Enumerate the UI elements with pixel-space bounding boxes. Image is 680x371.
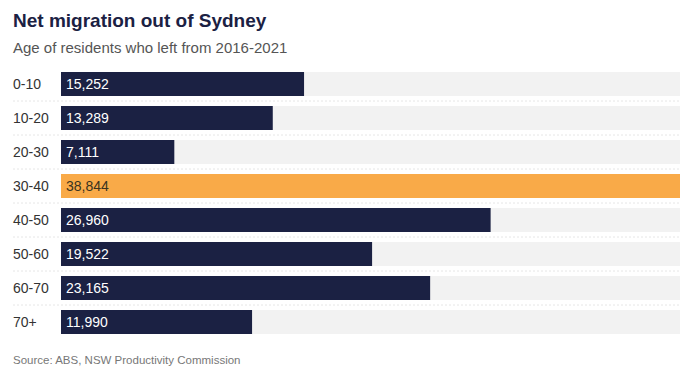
range-track (61, 106, 680, 130)
category-label: 20-30 (13, 144, 49, 160)
range-track (61, 310, 680, 334)
category-label: 10-20 (13, 110, 49, 126)
row-separator (13, 101, 680, 102)
bar (61, 276, 430, 300)
range-track (61, 276, 680, 300)
data-label: 38,844 (66, 178, 109, 194)
bars (61, 72, 680, 334)
chart-svg: Net migration out of Sydney Age of reside… (0, 0, 680, 371)
data-label: 13,289 (66, 110, 109, 126)
category-label: 50-60 (13, 246, 49, 262)
title: Net migration out of Sydney (13, 10, 267, 31)
bar (61, 72, 304, 96)
row-separator (13, 169, 680, 170)
category-label: 30-40 (13, 178, 49, 194)
data-label: 19,522 (66, 246, 109, 262)
range-track (61, 72, 680, 96)
category-label: 0-10 (13, 76, 41, 92)
data-label: 15,252 (66, 76, 109, 92)
bar (61, 242, 372, 266)
source-note: Source: ABS, NSW Productivity Commission (13, 354, 241, 366)
bar (61, 310, 252, 334)
data-label: 11,990 (66, 314, 108, 330)
data-label: 23,165 (66, 280, 109, 296)
bar (61, 208, 491, 232)
range-track (61, 140, 680, 164)
row-separator (13, 203, 680, 204)
row-separator (13, 237, 680, 238)
row-separator (13, 305, 680, 306)
category-label: 70+ (13, 314, 37, 330)
category-label: 60-70 (13, 280, 49, 296)
bar (61, 106, 273, 130)
row-separator (13, 135, 680, 136)
category-label: 40-50 (13, 212, 49, 228)
row-separator (13, 271, 680, 272)
chart-container: Net migration out of Sydney Age of reside… (0, 0, 680, 371)
bar (61, 140, 174, 164)
range-track (61, 242, 680, 266)
subtitle: Age of residents who left from 2016-2021 (13, 39, 287, 56)
bar (61, 174, 680, 198)
data-label: 7,111 (66, 144, 99, 160)
range-track (61, 208, 680, 232)
data-label: 26,960 (66, 212, 109, 228)
range-track (61, 174, 680, 198)
